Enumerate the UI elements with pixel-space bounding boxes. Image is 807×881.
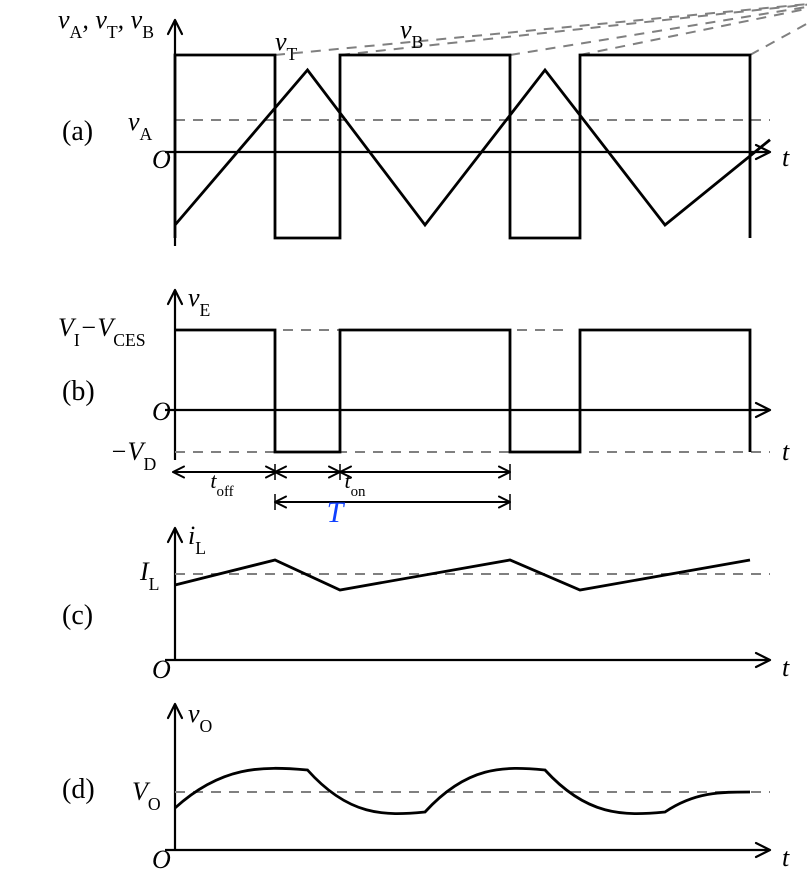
- label-iL: iL: [188, 521, 206, 558]
- axis-t-a: t: [782, 143, 790, 172]
- waveform-figure: vA, vT, vBvTvBvAOt(a)VI−VCES−VDOt(b)toff…: [0, 0, 807, 881]
- panel-letter-b: (b): [62, 376, 95, 407]
- label-vi-vces: VI−VCES: [58, 313, 146, 350]
- il-ripple: [175, 560, 750, 590]
- label-period-T: T: [327, 496, 346, 529]
- label-vO: vO: [188, 699, 213, 736]
- vt-triangle-wave: [175, 70, 770, 225]
- origin-a: O: [152, 145, 171, 174]
- vb-square-wave: [175, 55, 750, 238]
- panel-letter-c: (c): [62, 600, 93, 631]
- axis-t-d: t: [782, 843, 790, 872]
- label-va: vA: [128, 107, 153, 144]
- label-IL-mean: IL: [139, 557, 159, 594]
- label-vt: vT: [275, 27, 298, 64]
- panel-letter-d: (d): [62, 774, 95, 805]
- axis-t-c: t: [782, 653, 790, 682]
- label-vE: vE: [188, 283, 210, 320]
- origin-c: O: [152, 655, 171, 684]
- vo-ripple: [175, 768, 750, 813]
- axis-t-b: t: [782, 437, 790, 466]
- origin-d: O: [152, 845, 171, 874]
- panel-letter-a: (a): [62, 116, 93, 147]
- label-va-vt-vb: vA, vT, vB: [58, 5, 154, 42]
- ve-square-wave: [175, 330, 750, 452]
- origin-b: O: [152, 397, 171, 426]
- label-VO-mean: VO: [132, 777, 161, 814]
- label-vb: vB: [400, 15, 423, 52]
- label-neg-vd: −VD: [110, 437, 156, 474]
